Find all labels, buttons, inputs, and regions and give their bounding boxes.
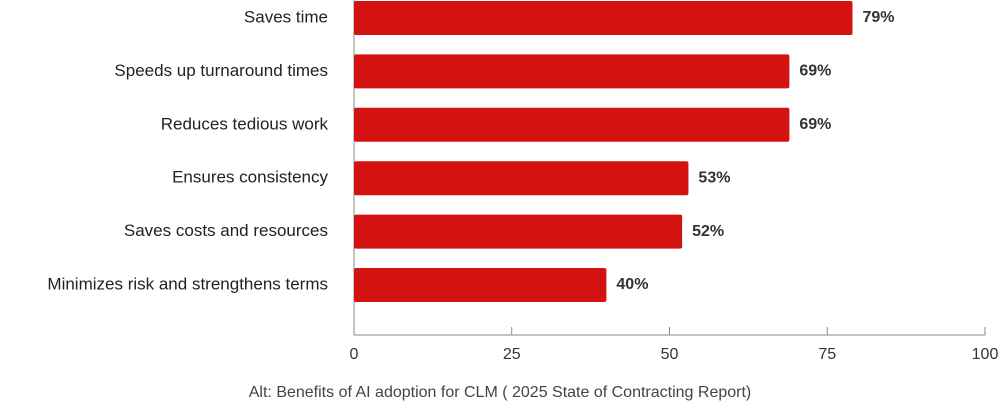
value-label: 52% xyxy=(692,223,724,240)
x-tick-label: 0 xyxy=(350,346,359,363)
value-label: 79% xyxy=(862,9,894,26)
category-label: Saves time xyxy=(244,7,328,26)
caption: Alt: Benefits of AI adoption for CLM ( 2… xyxy=(249,384,752,401)
category-label: Ensures consistency xyxy=(172,168,328,187)
x-tick-label: 25 xyxy=(503,346,521,363)
bar xyxy=(354,214,683,249)
category-label: Minimizes risk and strengthens terms xyxy=(47,274,328,293)
value-label: 69% xyxy=(799,116,831,133)
bar xyxy=(354,107,790,142)
x-tick-label: 100 xyxy=(972,346,999,363)
bar xyxy=(354,268,607,302)
bar xyxy=(354,161,689,196)
x-tick-label: 50 xyxy=(661,346,679,363)
x-tick-label: 75 xyxy=(818,346,836,363)
value-label: 40% xyxy=(616,276,648,293)
category-label: Speeds up turnaround times xyxy=(114,61,328,80)
bar xyxy=(354,1,853,35)
bar xyxy=(354,54,790,89)
category-label: Reduces tedious work xyxy=(161,114,329,133)
value-label: 69% xyxy=(799,63,831,80)
category-label: Saves costs and resources xyxy=(124,221,328,240)
value-label: 53% xyxy=(698,169,730,186)
